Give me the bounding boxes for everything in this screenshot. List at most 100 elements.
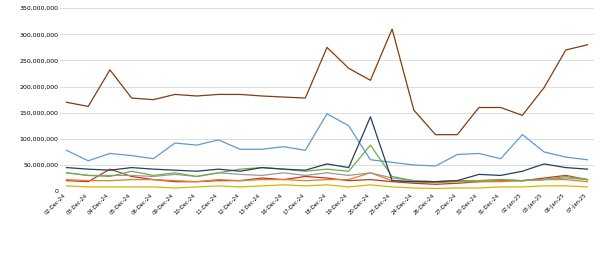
AMD — [106, 175, 113, 178]
META — [410, 186, 418, 190]
MSFT — [106, 179, 113, 182]
NVDA — [106, 68, 113, 72]
NVDA — [323, 46, 331, 49]
APPL — [475, 173, 482, 176]
MSFT — [410, 180, 418, 183]
Line: MSFT: MSFT — [67, 173, 587, 183]
MSTR — [367, 178, 374, 181]
NVDA — [63, 101, 70, 104]
APPL — [541, 162, 548, 165]
MSFT — [215, 178, 222, 181]
MSFT — [236, 179, 244, 182]
MSFT — [389, 179, 396, 182]
META — [497, 185, 504, 189]
MSFT — [519, 179, 526, 182]
META — [519, 185, 526, 189]
APPL — [128, 166, 135, 169]
GOOG — [519, 179, 526, 182]
META — [432, 187, 439, 190]
META — [63, 184, 70, 188]
NVDA — [128, 96, 135, 100]
TSLA — [519, 133, 526, 136]
META — [258, 184, 265, 188]
Line: MSTR: MSTR — [67, 169, 587, 184]
TSLA — [258, 148, 265, 151]
NVDA — [562, 48, 569, 52]
TSLA — [410, 163, 418, 167]
AMD — [345, 170, 352, 173]
GOOG — [389, 176, 396, 180]
APPL — [562, 166, 569, 169]
GOOG — [541, 178, 548, 181]
MSTR — [323, 176, 331, 180]
AMD — [280, 168, 287, 171]
TSLA — [562, 156, 569, 159]
MSTR — [193, 180, 200, 183]
META — [150, 185, 157, 189]
TSLA — [584, 158, 591, 161]
APPL — [193, 170, 200, 173]
TSLA — [497, 157, 504, 160]
MSFT — [63, 178, 70, 181]
MSTR — [519, 179, 526, 182]
MSTR — [475, 180, 482, 183]
META — [541, 184, 548, 188]
MSTR — [215, 179, 222, 182]
GOOG — [63, 171, 70, 174]
APPL — [389, 179, 396, 182]
MSFT — [150, 178, 157, 181]
TSLA — [432, 164, 439, 168]
MSTR — [258, 176, 265, 180]
APPL — [172, 168, 179, 172]
GOOG — [454, 179, 461, 182]
TSLA — [150, 157, 157, 160]
AMD — [193, 175, 200, 178]
APPL — [432, 180, 439, 183]
APPL — [497, 174, 504, 177]
MSFT — [280, 178, 287, 181]
NVDA — [410, 108, 418, 112]
Line: GOOG: GOOG — [67, 173, 587, 182]
MSFT — [475, 180, 482, 183]
GOOG — [215, 171, 222, 174]
MSTR — [128, 175, 135, 178]
MSTR — [432, 183, 439, 186]
MSTR — [541, 176, 548, 180]
TSLA — [106, 152, 113, 155]
AMD — [128, 170, 135, 173]
GOOG — [128, 174, 135, 177]
NVDA — [345, 67, 352, 70]
APPL — [280, 168, 287, 171]
GOOG — [584, 178, 591, 181]
AMD — [454, 179, 461, 182]
META — [236, 185, 244, 189]
GOOG — [193, 175, 200, 178]
TSLA — [193, 144, 200, 147]
AMD — [475, 179, 482, 182]
APPL — [236, 170, 244, 173]
TSLA — [323, 112, 331, 115]
MSFT — [85, 179, 92, 182]
MSTR — [497, 179, 504, 182]
NVDA — [193, 94, 200, 98]
META — [475, 186, 482, 190]
NVDA — [454, 133, 461, 136]
AMD — [497, 178, 504, 181]
GOOG — [302, 174, 309, 177]
NVDA — [150, 98, 157, 101]
GOOG — [432, 180, 439, 183]
AMD — [85, 174, 92, 177]
TSLA — [367, 158, 374, 161]
TSLA — [541, 150, 548, 153]
APPL — [519, 170, 526, 173]
MSFT — [302, 179, 309, 182]
MSTR — [85, 180, 92, 183]
MSFT — [128, 178, 135, 181]
META — [280, 183, 287, 186]
NVDA — [280, 95, 287, 99]
TSLA — [475, 152, 482, 155]
MSTR — [63, 179, 70, 182]
MSFT — [258, 178, 265, 181]
GOOG — [410, 179, 418, 182]
MSFT — [562, 178, 569, 181]
